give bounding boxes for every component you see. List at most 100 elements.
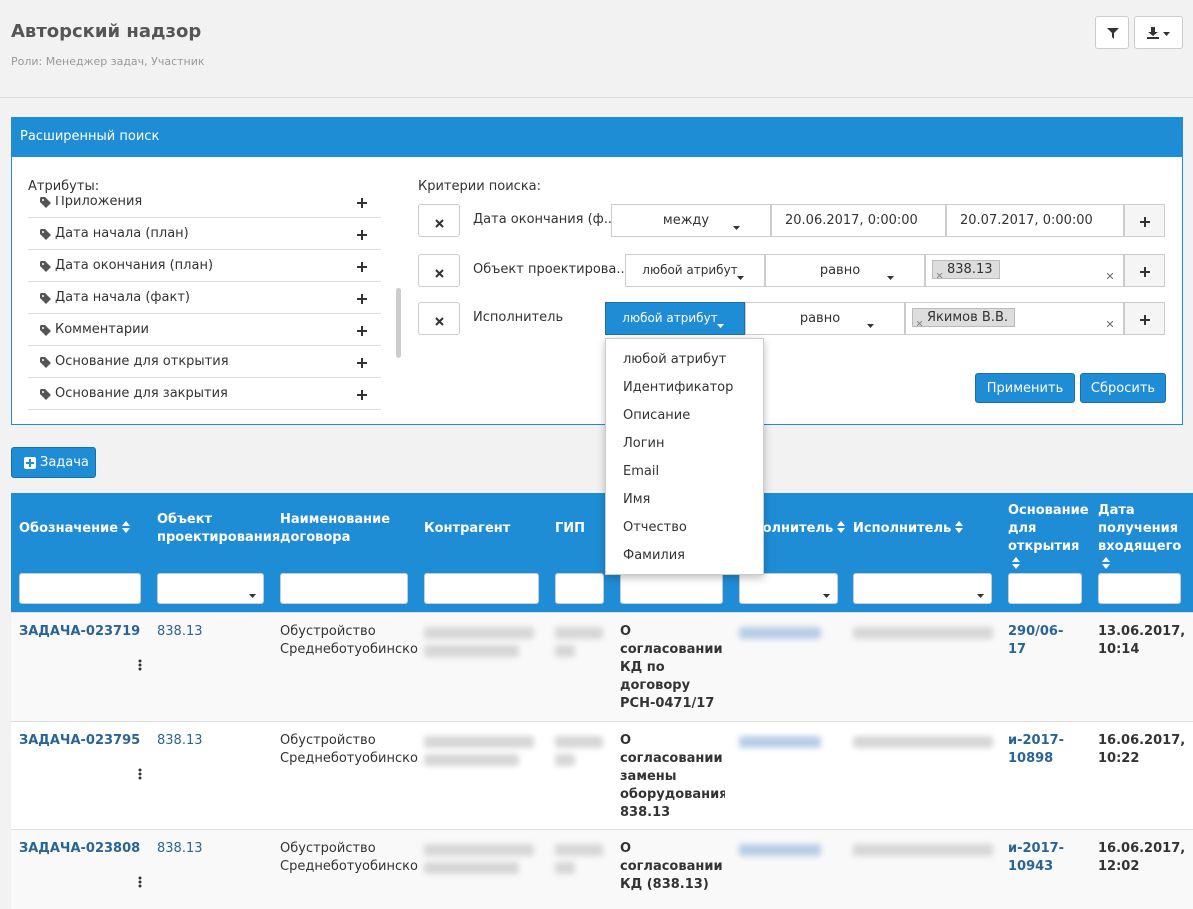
criterion-tag[interactable]: Якимов В.В.: [905, 302, 1124, 335]
column-filter[interactable]: [280, 573, 408, 604]
column-header[interactable]: Дата получения входящего: [1098, 502, 1183, 574]
basis[interactable]: и-2017-10898: [1008, 733, 1065, 766]
remove-icon: [435, 315, 444, 330]
criterion-attribute[interactable]: любой атрибут: [605, 302, 745, 335]
tag-icon: [40, 293, 51, 308]
add-attribute-svg: [357, 358, 367, 368]
attributes-list: Приложения Дата начала (план) Дата окончан…: [28, 196, 381, 410]
attribute-row: Дата окончания (план): [28, 250, 381, 282]
column-header: Наименование договора: [280, 512, 391, 545]
add-attribute[interactable]: [357, 325, 367, 340]
add-attribute[interactable]: [357, 197, 367, 212]
column-header[interactable]: Основание для открытия: [1008, 502, 1089, 574]
plus-icon: [1140, 216, 1150, 231]
criterion-tag[interactable]: 838.13: [925, 254, 1124, 287]
select-text: любой атрибут: [622, 311, 718, 325]
select-caret-svg: [823, 594, 830, 598]
add-criterion[interactable]: [1124, 302, 1165, 335]
row-menu[interactable]: [138, 876, 142, 892]
description: О согласовании замены оборудования 838.1…: [620, 733, 725, 820]
column-filter[interactable]: [555, 573, 604, 604]
criterion-operator[interactable]: между: [611, 204, 771, 237]
blurred-text: [424, 862, 519, 874]
received-date: 16.06.2017, 12:02: [1098, 841, 1186, 874]
remove-criterion[interactable]: [418, 204, 460, 237]
tag-icon-svg: [40, 357, 51, 368]
apply-button[interactable]: Применить: [975, 373, 1075, 403]
dropdown-item[interactable]: Email: [623, 464, 660, 479]
add-attribute[interactable]: [357, 293, 367, 308]
filter-button[interactable]: [1095, 16, 1129, 49]
dropdown-item[interactable]: любой атрибут: [623, 352, 727, 367]
export-button[interactable]: [1134, 16, 1183, 49]
tag-icon-svg: [40, 261, 51, 272]
dropdown-item[interactable]: Логин: [623, 436, 665, 451]
sort-icon: [951, 521, 964, 536]
column-header: Контрагент: [424, 521, 511, 536]
blurred-text: [853, 627, 993, 639]
roles: Роли: Менеджер задач, Участник: [11, 55, 205, 68]
add-criterion[interactable]: [1124, 254, 1165, 287]
object[interactable]: 838.13: [157, 841, 203, 856]
remove-icon: [435, 267, 444, 282]
tag-remove: [916, 316, 923, 331]
row-menu-svg: [138, 659, 142, 671]
column-filter[interactable]: [620, 573, 723, 604]
caret: [717, 317, 724, 332]
dropdown-item[interactable]: Фамилия: [623, 548, 685, 563]
attribute-row: Дата начала (план): [28, 218, 381, 250]
add-attribute[interactable]: [357, 261, 367, 276]
tag-remove-svg: [916, 320, 923, 327]
column-filter[interactable]: [1008, 573, 1082, 604]
criterion-to[interactable]: 20.07.2017, 0:00:00: [946, 204, 1124, 237]
blurred-text: [555, 627, 603, 639]
column-filter[interactable]: [424, 573, 539, 604]
task-id[interactable]: ЗАДАЧА-023808: [19, 841, 141, 856]
basis[interactable]: и-2017-10943: [1008, 841, 1065, 874]
column-filter[interactable]: [1098, 573, 1181, 604]
dropdown-item[interactable]: Описание: [623, 408, 691, 423]
contract: Обустройство Среднеботуобинско: [280, 733, 418, 766]
criterion-field: Исполнитель: [473, 310, 564, 325]
column-filter[interactable]: [157, 573, 264, 604]
tag-chip: 838.13: [932, 260, 1000, 279]
dropdown-item[interactable]: Имя: [623, 492, 651, 507]
task-id[interactable]: ЗАДАЧА-023719: [19, 624, 141, 639]
add-criterion[interactable]: [1124, 204, 1165, 237]
criterion-operator[interactable]: равно: [745, 302, 905, 335]
dropdown-item[interactable]: Идентификатор: [623, 380, 734, 395]
basis[interactable]: 290/06-17: [1008, 624, 1064, 657]
add-task-button[interactable]: Задача: [11, 447, 96, 478]
column-filter[interactable]: [853, 573, 992, 604]
tag-remove: [936, 268, 943, 283]
remove-criterion[interactable]: [418, 302, 460, 335]
blurred-text: [853, 736, 993, 748]
tag-icon: [40, 197, 51, 212]
add-attribute[interactable]: [357, 229, 367, 244]
task-id[interactable]: ЗАДАЧА-023795: [19, 733, 141, 748]
dropdown-item[interactable]: Отчество: [623, 520, 687, 535]
reset-button[interactable]: Сбросить: [1080, 373, 1166, 403]
criterion-from[interactable]: 20.06.2017, 0:00:00: [771, 204, 946, 237]
attributes-label: Атрибуты:: [28, 179, 100, 194]
column-filter[interactable]: [739, 573, 838, 604]
blurred-text: [424, 754, 519, 766]
remove-criterion[interactable]: [418, 254, 460, 287]
object[interactable]: 838.13: [157, 624, 203, 639]
caret-svg: [867, 324, 874, 328]
attribute-row: Основание для открытия: [28, 346, 381, 378]
row-menu[interactable]: [138, 768, 142, 784]
blurred-text: [739, 627, 821, 639]
column-filter[interactable]: [19, 573, 141, 604]
sort-icon: [118, 521, 131, 536]
column-header[interactable]: Исполнитель: [853, 520, 992, 538]
plus-icon: [1140, 266, 1150, 281]
object[interactable]: 838.13: [157, 733, 203, 748]
add-attribute[interactable]: [357, 357, 367, 372]
criterion-attribute[interactable]: любой атрибут: [625, 254, 765, 287]
add-attribute[interactable]: [357, 389, 367, 404]
criterion-operator[interactable]: равно: [765, 254, 925, 287]
clear-icon-svg: [1106, 272, 1114, 280]
row-menu[interactable]: [138, 659, 142, 675]
column-header[interactable]: Обозначение: [19, 520, 141, 538]
